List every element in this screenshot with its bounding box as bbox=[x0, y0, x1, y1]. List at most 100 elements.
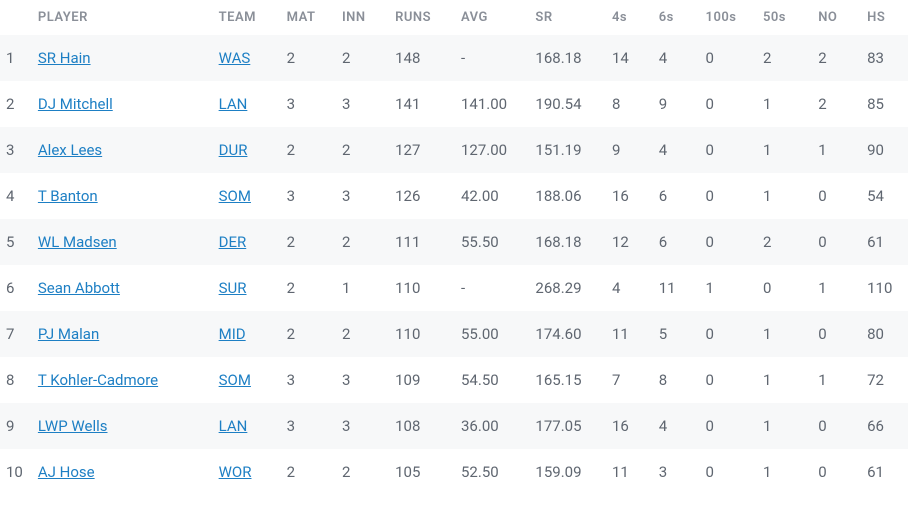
table-body: 1SR HainWAS22148-168.18144022832DJ Mitch… bbox=[0, 35, 908, 495]
col-header-rank bbox=[0, 0, 32, 35]
cell-rank: 4 bbox=[0, 173, 32, 219]
cell-runs: 126 bbox=[389, 173, 455, 219]
team-link[interactable]: MID bbox=[219, 325, 246, 343]
cell-fours: 8 bbox=[606, 81, 653, 127]
cell-rank: 2 bbox=[0, 81, 32, 127]
cell-rank: 6 bbox=[0, 265, 32, 311]
player-link[interactable]: WL Madsen bbox=[38, 233, 117, 251]
cell-sixes: 11 bbox=[653, 265, 700, 311]
cell-inn: 3 bbox=[336, 81, 389, 127]
cell-player: LWP Wells bbox=[32, 403, 213, 449]
cell-team: LAN bbox=[213, 81, 281, 127]
cell-runs: 110 bbox=[389, 311, 455, 357]
cell-sr: 174.60 bbox=[529, 311, 606, 357]
cell-no: 1 bbox=[812, 357, 861, 403]
cell-rank: 7 bbox=[0, 311, 32, 357]
col-header-hs: HS bbox=[861, 0, 908, 35]
cell-fifties: 1 bbox=[757, 311, 812, 357]
cell-team: WAS bbox=[213, 35, 281, 81]
cell-hs: 66 bbox=[861, 403, 908, 449]
col-header-6s: 6s bbox=[653, 0, 700, 35]
team-link[interactable]: SOM bbox=[219, 187, 251, 205]
cell-inn: 2 bbox=[336, 311, 389, 357]
team-link[interactable]: SUR bbox=[219, 279, 247, 297]
player-link[interactable]: LWP Wells bbox=[38, 417, 108, 435]
cell-player: DJ Mitchell bbox=[32, 81, 213, 127]
col-header-50s: 50s bbox=[757, 0, 812, 35]
cell-fours: 9 bbox=[606, 127, 653, 173]
cell-runs: 105 bbox=[389, 449, 455, 495]
team-link[interactable]: LAN bbox=[219, 417, 248, 435]
cell-sr: 168.18 bbox=[529, 219, 606, 265]
cell-no: 0 bbox=[812, 449, 861, 495]
cell-inn: 3 bbox=[336, 173, 389, 219]
player-link[interactable]: AJ Hose bbox=[38, 463, 95, 481]
cell-fifties: 1 bbox=[757, 173, 812, 219]
cell-inn: 2 bbox=[336, 127, 389, 173]
team-link[interactable]: DER bbox=[219, 233, 247, 251]
player-link[interactable]: T Banton bbox=[38, 187, 98, 205]
cell-avg: 141.00 bbox=[455, 81, 529, 127]
table-row: 10AJ HoseWOR2210552.50159.0911301061 bbox=[0, 449, 908, 495]
col-header-100s: 100s bbox=[700, 0, 757, 35]
team-link[interactable]: LAN bbox=[219, 95, 248, 113]
cell-hs: 61 bbox=[861, 219, 908, 265]
cell-inn: 1 bbox=[336, 265, 389, 311]
player-link[interactable]: Alex Lees bbox=[38, 141, 102, 159]
cell-fours: 4 bbox=[606, 265, 653, 311]
cell-sr: 165.15 bbox=[529, 357, 606, 403]
cell-runs: 127 bbox=[389, 127, 455, 173]
table-row: 4T BantonSOM3312642.00188.0616601054 bbox=[0, 173, 908, 219]
player-link[interactable]: PJ Malan bbox=[38, 325, 99, 343]
cell-mat: 3 bbox=[281, 403, 336, 449]
cell-mat: 2 bbox=[281, 219, 336, 265]
col-header-sr: SR bbox=[529, 0, 606, 35]
cell-fifties: 2 bbox=[757, 219, 812, 265]
cell-fours: 12 bbox=[606, 219, 653, 265]
cell-fours: 16 bbox=[606, 173, 653, 219]
player-link[interactable]: SR Hain bbox=[38, 49, 91, 67]
cell-hs: 83 bbox=[861, 35, 908, 81]
col-header-4s: 4s bbox=[606, 0, 653, 35]
team-link[interactable]: DUR bbox=[219, 141, 248, 159]
cell-no: 0 bbox=[812, 173, 861, 219]
table-row: 1SR HainWAS22148-168.1814402283 bbox=[0, 35, 908, 81]
cell-fours: 11 bbox=[606, 311, 653, 357]
cell-avg: 55.00 bbox=[455, 311, 529, 357]
cell-team: DER bbox=[213, 219, 281, 265]
cell-hundreds: 0 bbox=[700, 403, 757, 449]
cell-team: SOM bbox=[213, 357, 281, 403]
cell-sr: 190.54 bbox=[529, 81, 606, 127]
cell-team: WOR bbox=[213, 449, 281, 495]
cell-sixes: 3 bbox=[653, 449, 700, 495]
cell-mat: 2 bbox=[281, 311, 336, 357]
cell-team: LAN bbox=[213, 403, 281, 449]
team-link[interactable]: SOM bbox=[219, 371, 251, 389]
cell-runs: 108 bbox=[389, 403, 455, 449]
table-row: 8T Kohler-CadmoreSOM3310954.50165.157801… bbox=[0, 357, 908, 403]
cell-rank: 10 bbox=[0, 449, 32, 495]
player-link[interactable]: DJ Mitchell bbox=[38, 95, 113, 113]
cell-fours: 7 bbox=[606, 357, 653, 403]
cell-player: Alex Lees bbox=[32, 127, 213, 173]
cell-player: AJ Hose bbox=[32, 449, 213, 495]
cell-avg: - bbox=[455, 35, 529, 81]
player-link[interactable]: Sean Abbott bbox=[38, 279, 120, 297]
cell-runs: 110 bbox=[389, 265, 455, 311]
team-link[interactable]: WAS bbox=[219, 49, 251, 67]
player-link[interactable]: T Kohler-Cadmore bbox=[38, 371, 158, 389]
cell-player: PJ Malan bbox=[32, 311, 213, 357]
table-header-row: PLAYER TEAM MAT INN RUNS AVG SR 4s 6s 10… bbox=[0, 0, 908, 35]
cell-avg: - bbox=[455, 265, 529, 311]
cell-runs: 148 bbox=[389, 35, 455, 81]
cell-inn: 2 bbox=[336, 449, 389, 495]
cell-hundreds: 0 bbox=[700, 357, 757, 403]
team-link[interactable]: WOR bbox=[219, 463, 252, 481]
cell-fifties: 1 bbox=[757, 403, 812, 449]
cell-avg: 54.50 bbox=[455, 357, 529, 403]
cell-hundreds: 0 bbox=[700, 311, 757, 357]
cell-runs: 109 bbox=[389, 357, 455, 403]
cell-sr: 268.29 bbox=[529, 265, 606, 311]
cell-fifties: 0 bbox=[757, 265, 812, 311]
cell-avg: 127.00 bbox=[455, 127, 529, 173]
